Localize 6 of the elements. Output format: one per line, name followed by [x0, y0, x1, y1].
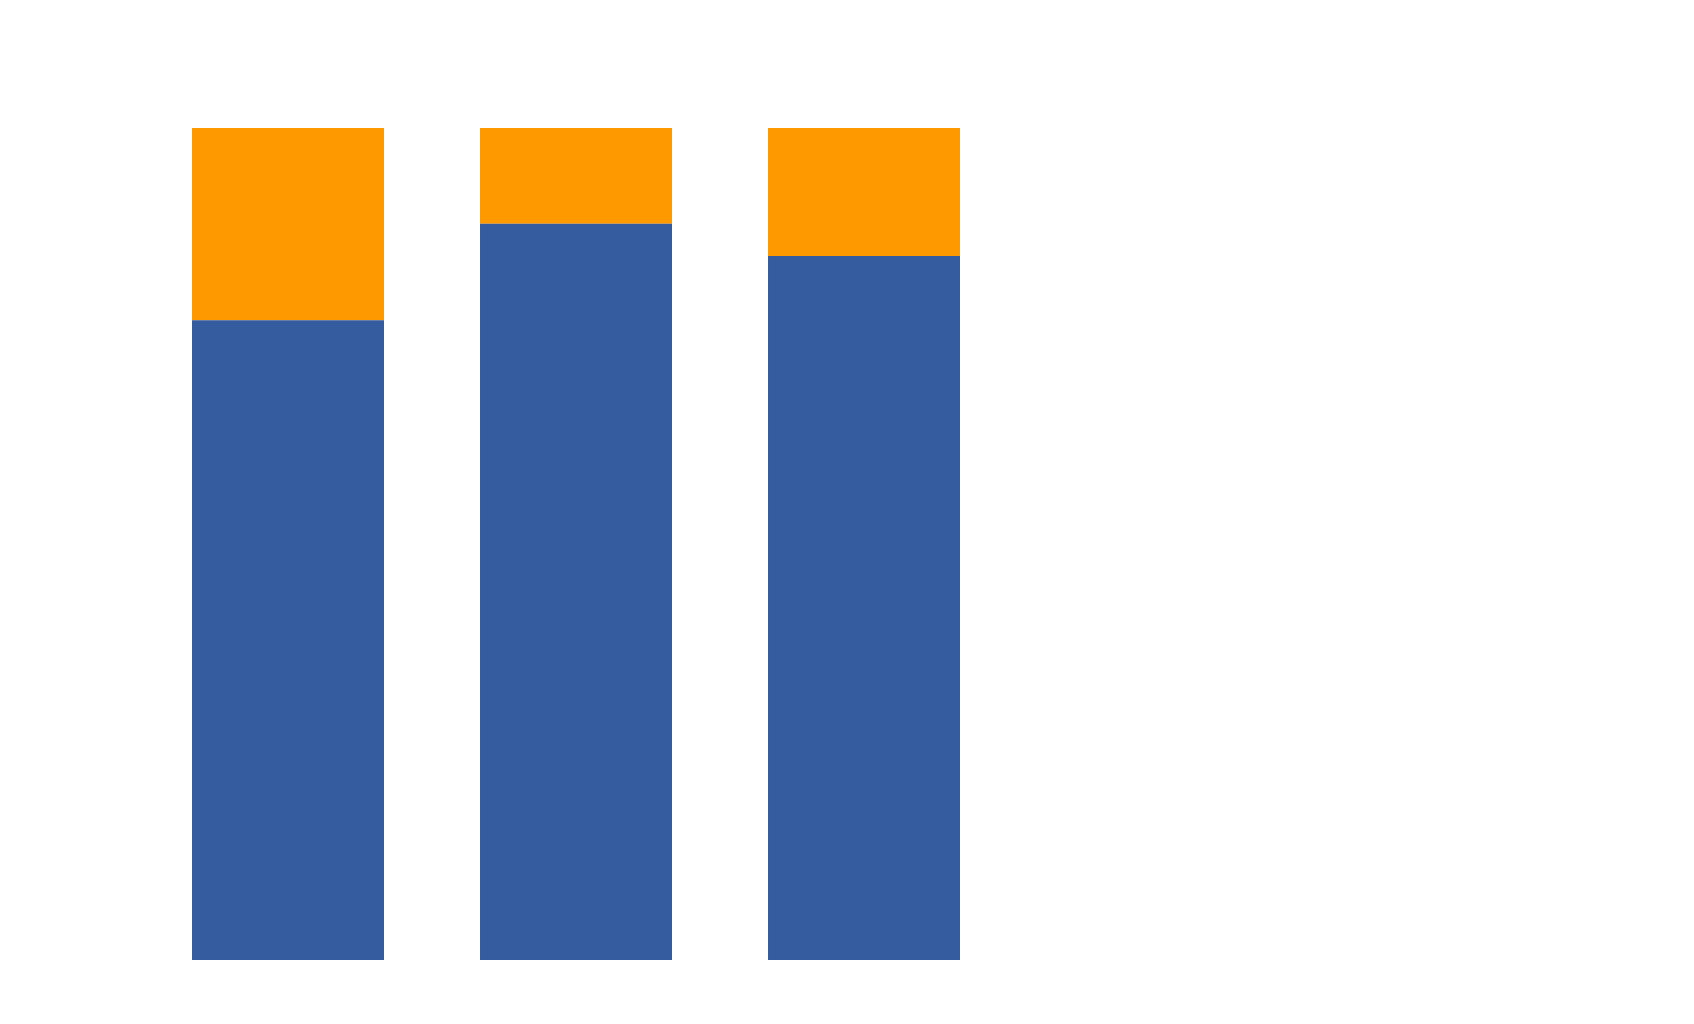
bar — [480, 223, 673, 960]
bar — [768, 256, 961, 960]
bar — [192, 320, 385, 960]
bar — [480, 127, 673, 224]
bar — [192, 127, 385, 321]
bar — [768, 127, 961, 257]
